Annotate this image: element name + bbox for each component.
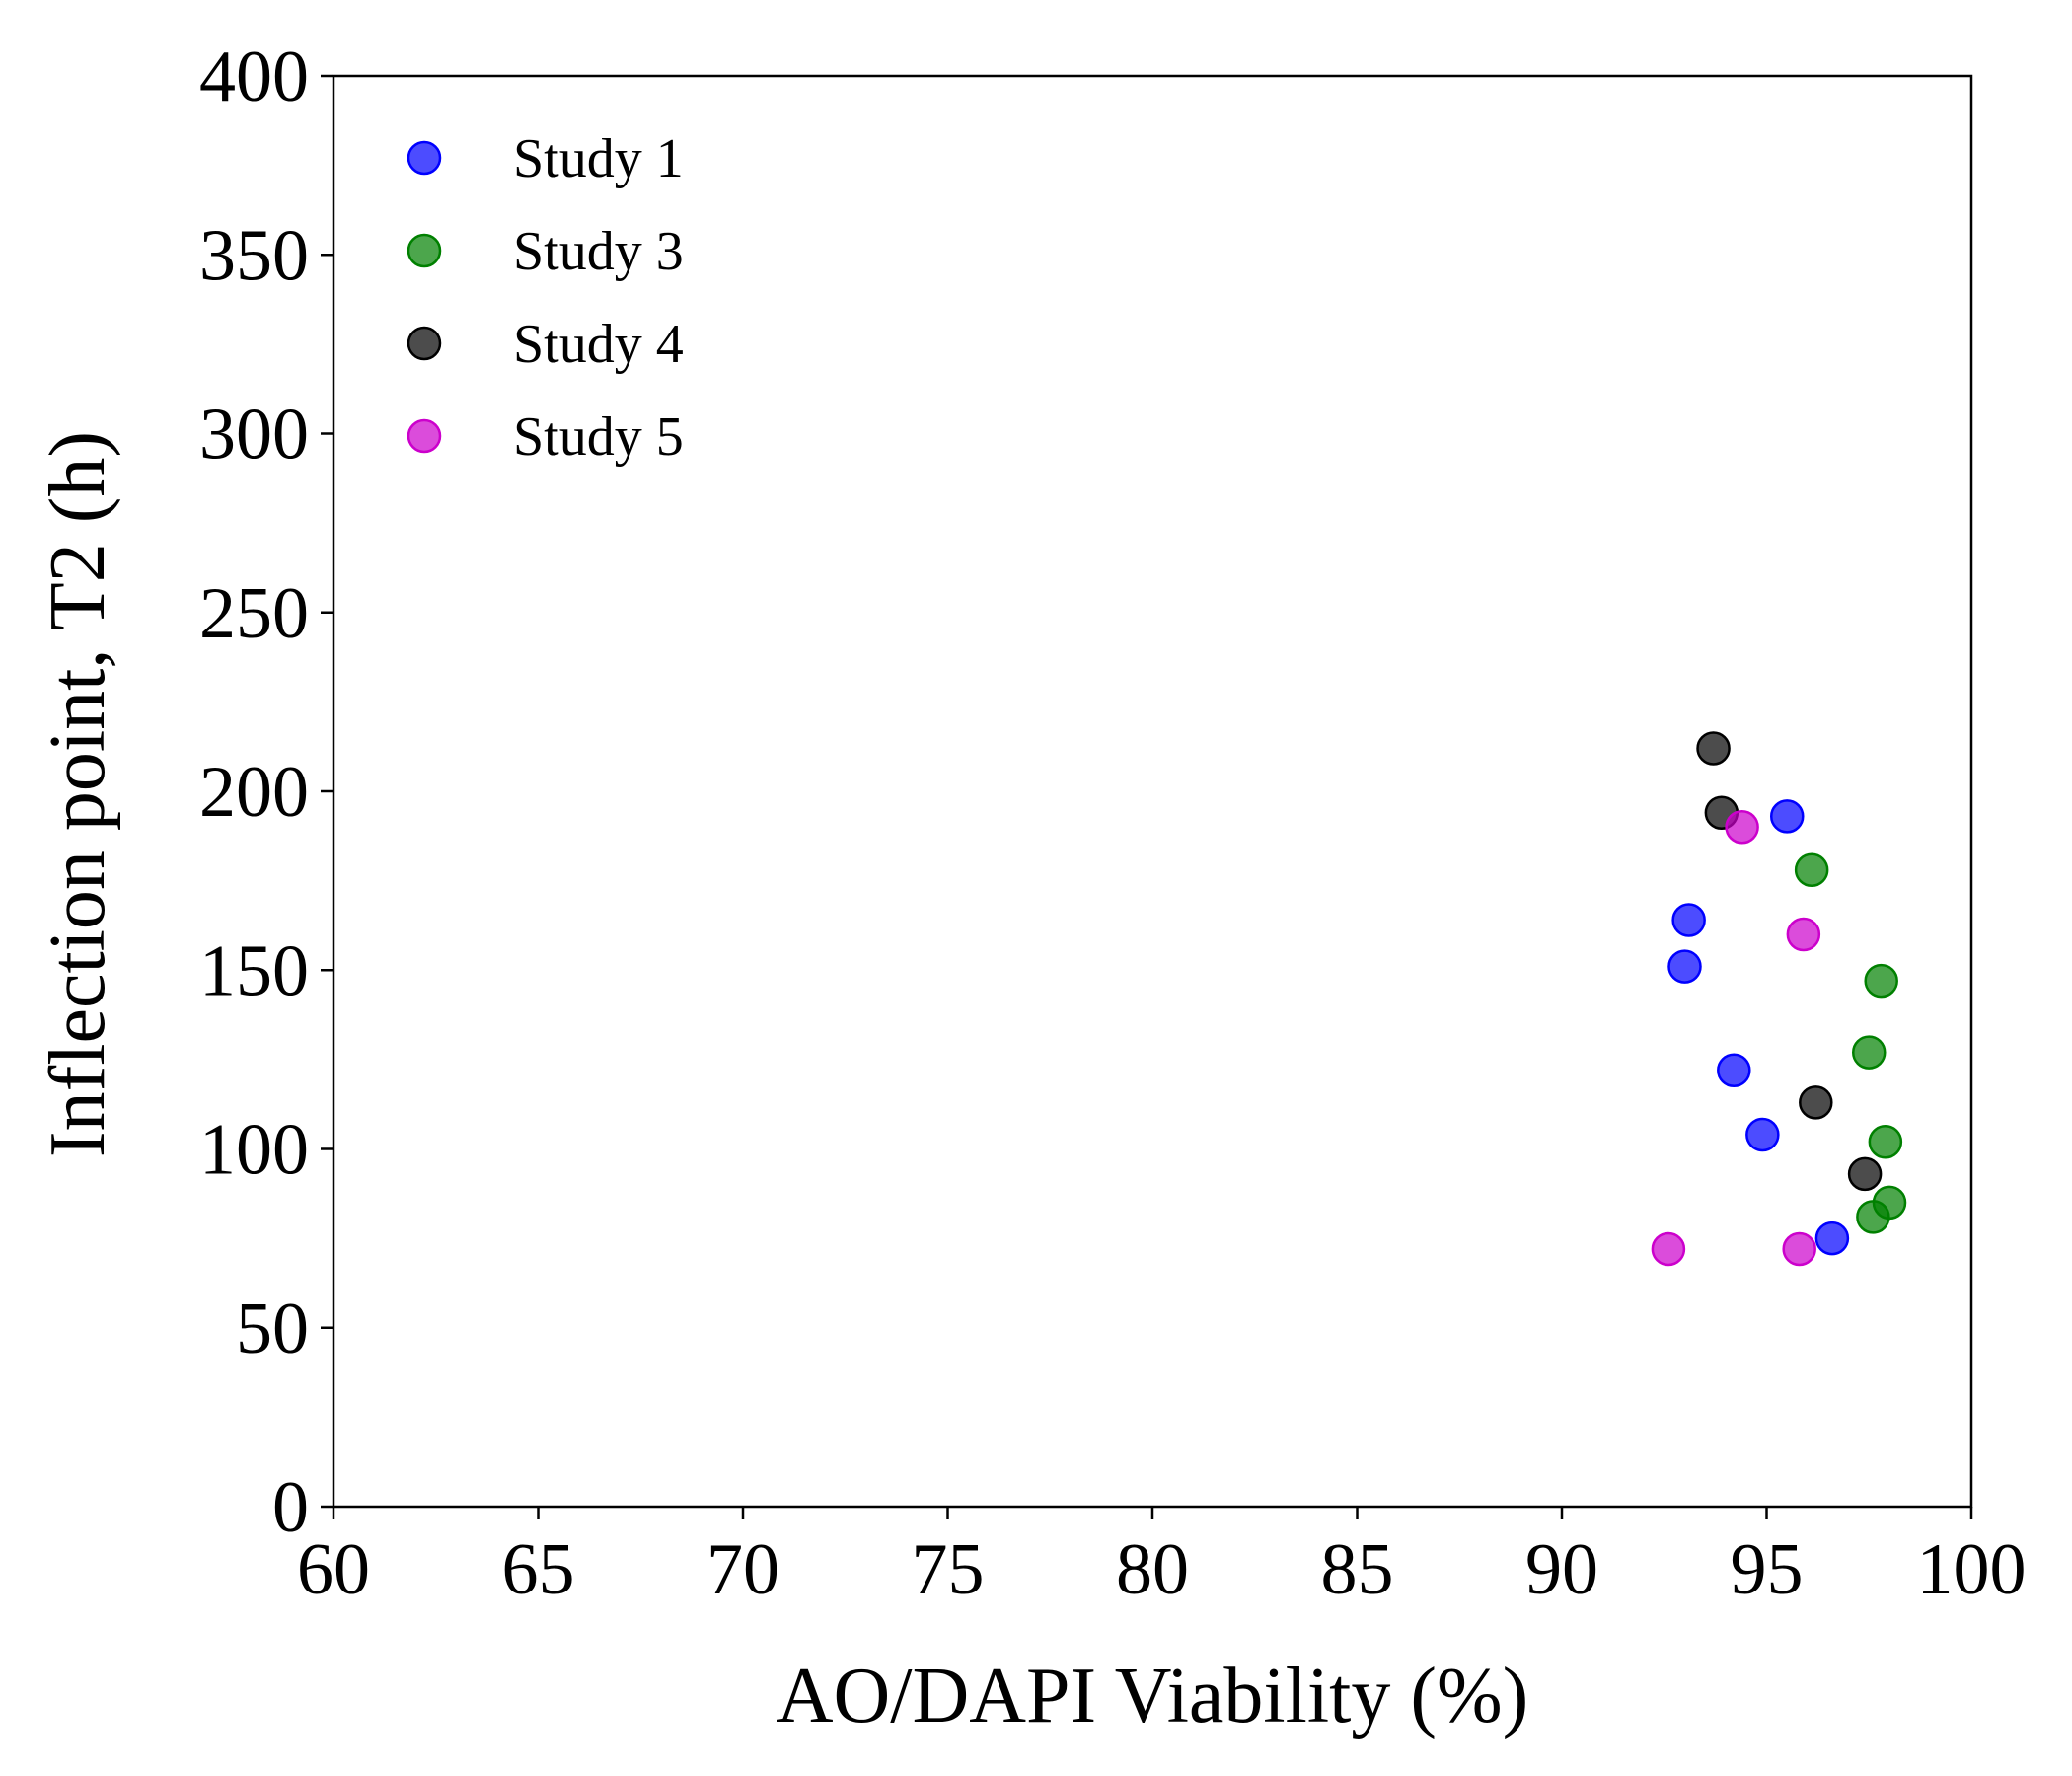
legend-label: Study 1 [513, 128, 684, 189]
y-tick-label: 150 [199, 930, 309, 1011]
data-point [1852, 1035, 1887, 1070]
data-point [1667, 949, 1702, 984]
data-point [1794, 852, 1829, 887]
x-tick-label: 70 [706, 1529, 779, 1610]
x-tick-label: 65 [502, 1529, 575, 1610]
y-tick-label: 200 [199, 752, 309, 833]
y-axis: 0 50 100 150 200 250 300 350 400 [199, 37, 333, 1548]
legend-label: Study 5 [513, 407, 684, 468]
legend-item: Study 4 [407, 314, 684, 375]
x-tick-label: 60 [297, 1529, 370, 1610]
x-tick-label: 80 [1116, 1529, 1189, 1610]
legend-label: Study 4 [513, 314, 684, 375]
data-point [1782, 1231, 1816, 1267]
y-axis-label: Inflection point, T2 (h) [35, 431, 121, 1157]
data-point [1847, 1156, 1883, 1192]
data-points [1651, 731, 1907, 1267]
y-tick-label: 50 [236, 1289, 309, 1369]
data-point [1717, 1053, 1751, 1087]
data-point [1725, 810, 1759, 845]
y-tick-label: 250 [199, 573, 309, 654]
x-axis-label: AO/DAPI Viability (%) [777, 1653, 1529, 1739]
data-point [1868, 1125, 1903, 1159]
data-point [1671, 903, 1706, 937]
x-tick-label: 100 [1917, 1529, 2027, 1610]
x-tick-label: 95 [1731, 1529, 1804, 1610]
y-tick-label: 350 [199, 215, 309, 296]
plot-frame [332, 74, 1973, 1509]
data-point [1745, 1117, 1780, 1152]
legend-marker [407, 233, 442, 268]
legend-marker [407, 140, 442, 176]
data-point [1696, 731, 1731, 766]
y-tick-label: 300 [199, 395, 309, 476]
data-point [1651, 1231, 1686, 1267]
plot-area [332, 74, 1973, 1509]
legend-item: Study 1 [407, 128, 684, 189]
x-tick-label: 90 [1525, 1529, 1598, 1610]
data-point [1814, 1221, 1850, 1256]
data-point [1786, 917, 1821, 952]
legend: Study 1 Study 3 Study 4 Study 5 [407, 128, 684, 468]
legend-label: Study 3 [513, 221, 684, 282]
x-axis: 60 65 70 75 80 85 90 95 100 [297, 1507, 2027, 1610]
y-tick-label: 100 [199, 1110, 309, 1191]
data-point [1856, 1200, 1890, 1234]
legend-item: Study 5 [407, 407, 684, 468]
y-tick-label: 0 [272, 1467, 309, 1548]
data-point [1864, 963, 1898, 999]
x-tick-label: 85 [1321, 1529, 1394, 1610]
data-point [1770, 799, 1805, 834]
x-tick-label: 75 [912, 1529, 985, 1610]
legend-marker [407, 326, 442, 361]
data-point [1799, 1085, 1833, 1120]
y-tick-label: 400 [199, 37, 309, 117]
legend-item: Study 3 [407, 221, 684, 282]
legend-marker [407, 418, 442, 454]
